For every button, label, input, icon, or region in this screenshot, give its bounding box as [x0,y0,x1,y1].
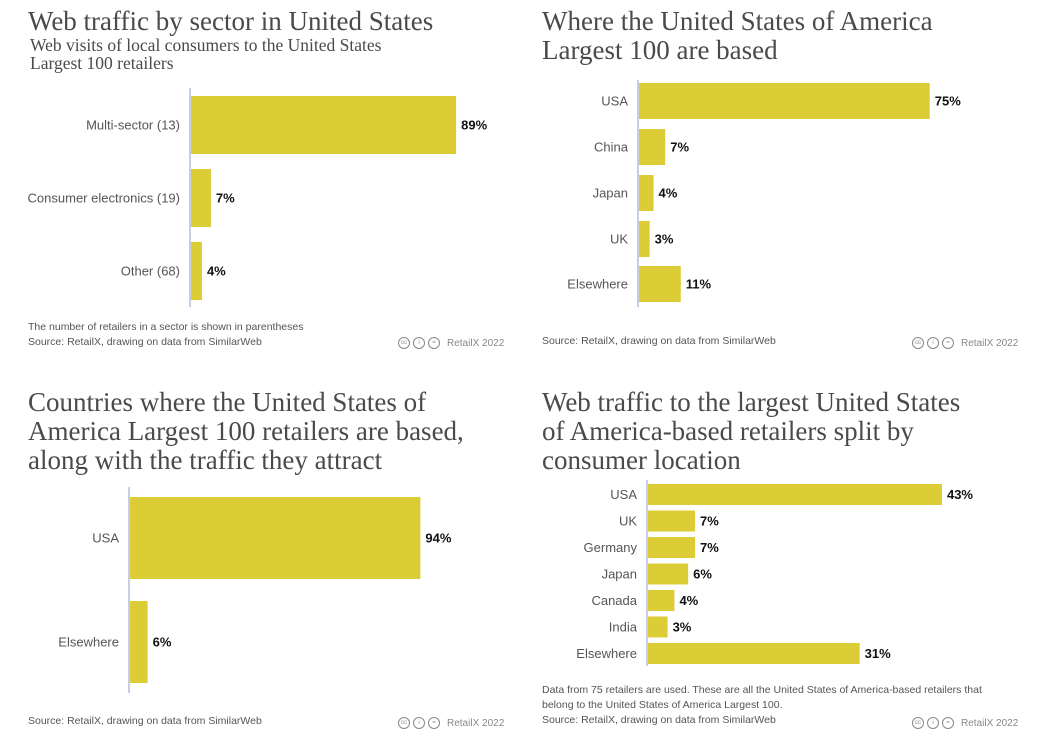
value-label: 4% [659,186,678,201]
credit: cc i = RetailX 2022 [912,337,1018,349]
category-label: Canada [591,593,637,608]
bar [129,497,421,579]
cc-license-icon: cc [912,717,924,729]
bar [638,83,930,119]
cc-license-icon: cc [398,717,410,729]
value-label: 7% [700,540,719,555]
attribution-icon: i [413,337,425,349]
bar-chart: USA 43% UK 7% Germany 7% Japan 6% Canada 4% India 3… [576,480,973,666]
chart-title: Largest 100 are based [542,35,778,65]
cc-license-icon: cc [398,337,410,349]
category-label: Japan [602,567,637,582]
credit: cc i = RetailX 2022 [398,337,504,349]
value-label: 7% [216,191,235,206]
bar [638,266,681,302]
bar [647,563,689,585]
bar [647,484,942,505]
value-label: 4% [207,264,226,279]
value-label: 3% [673,620,692,635]
attribution-icon: i [927,337,939,349]
credit-text: RetailX 2022 [447,337,505,349]
footnote: The number of retailers in a sector is s… [28,321,304,333]
value-label: 6% [693,567,712,582]
category-label: Germany [584,540,638,555]
bar [190,242,202,300]
category-label: USA [610,487,637,502]
chart-title: Countries where the United States of [28,387,427,417]
value-label: 4% [679,593,698,608]
category-label: Elsewhere [567,277,628,292]
value-label: 43% [947,487,973,502]
category-label: China [594,140,629,155]
category-label: UK [610,232,628,247]
bar [647,616,668,638]
category-label: Consumer electronics (19) [28,191,180,206]
source-note: Source: RetailX, drawing on data from Si… [28,715,262,727]
source-note: Source: RetailX, drawing on data from Si… [28,336,262,348]
attribution-icon: i [413,717,425,729]
bar [190,169,211,227]
chart-title: along with the traffic they attract [28,445,383,475]
attribution-icon: i [927,717,939,729]
category-label: USA [92,531,119,546]
bar-chart: USA 94% Elsewhere 6% [58,487,452,693]
chart-subtitle: Largest 100 retailers [30,53,174,73]
no-derivatives-icon: = [428,717,440,729]
credit: cc i = RetailX 2022 [398,717,504,729]
category-label: Elsewhere [58,635,119,650]
chart-title: Web traffic to the largest United States [542,387,961,417]
chart-title: of America-based retailers split by [542,416,914,446]
bar [638,221,650,257]
chart-panel-3: Countries where the United States of Amer… [28,372,548,744]
category-label: Multi-sector (13) [86,118,180,133]
bar [647,537,696,558]
chart-panel-2: Where the United States of America Larges… [542,0,1049,372]
footnote: Data from 75 retailers are used. These a… [542,684,982,696]
chart-title: Web traffic by sector in United States [28,6,434,36]
chart-title: Where the United States of America [542,6,933,36]
source-note: Source: RetailX, drawing on data from Si… [542,335,776,347]
credit-text: RetailX 2022 [447,717,505,729]
value-label: 3% [655,232,674,247]
category-label: Other (68) [121,264,180,279]
credit: cc i = RetailX 2022 [912,717,1018,729]
chart-title: consumer location [542,445,741,475]
category-label: India [609,620,638,635]
value-label: 89% [461,118,487,133]
bar-chart: Multi-sector (13) 89% Consumer electronics… [28,88,488,307]
bar [647,590,675,611]
no-derivatives-icon: = [942,337,954,349]
value-label: 94% [425,531,451,546]
footnote: belong to the United States of America L… [542,699,783,711]
bar-chart: USA 75% China 7% Japan 4% UK 3% Elsewhere 11% [567,80,961,307]
bar [647,643,860,664]
credit-text: RetailX 2022 [961,717,1019,729]
category-label: UK [619,514,637,529]
no-derivatives-icon: = [942,717,954,729]
value-label: 75% [935,94,961,109]
no-derivatives-icon: = [428,337,440,349]
value-label: 6% [153,635,172,650]
chart-panel-4: Web traffic to the largest United States… [542,372,1049,744]
credit-text: RetailX 2022 [961,337,1019,349]
chart-title: America Largest 100 retailers are based, [28,416,464,446]
chart-subtitle: Web visits of local consumers to the Uni… [30,35,382,55]
bar [129,601,148,683]
category-label: Elsewhere [576,646,637,661]
source-note: Source: RetailX, drawing on data from Si… [542,714,776,726]
value-label: 7% [670,140,689,155]
cc-license-icon: cc [912,337,924,349]
value-label: 11% [686,277,712,292]
bar [190,96,457,154]
category-label: USA [601,94,628,109]
bar [638,129,666,165]
bar [647,510,696,532]
category-label: Japan [593,186,628,201]
value-label: 31% [865,646,891,661]
bar [638,175,654,211]
chart-panel-1: Web traffic by sector in United States We… [28,0,548,372]
value-label: 7% [700,514,719,529]
